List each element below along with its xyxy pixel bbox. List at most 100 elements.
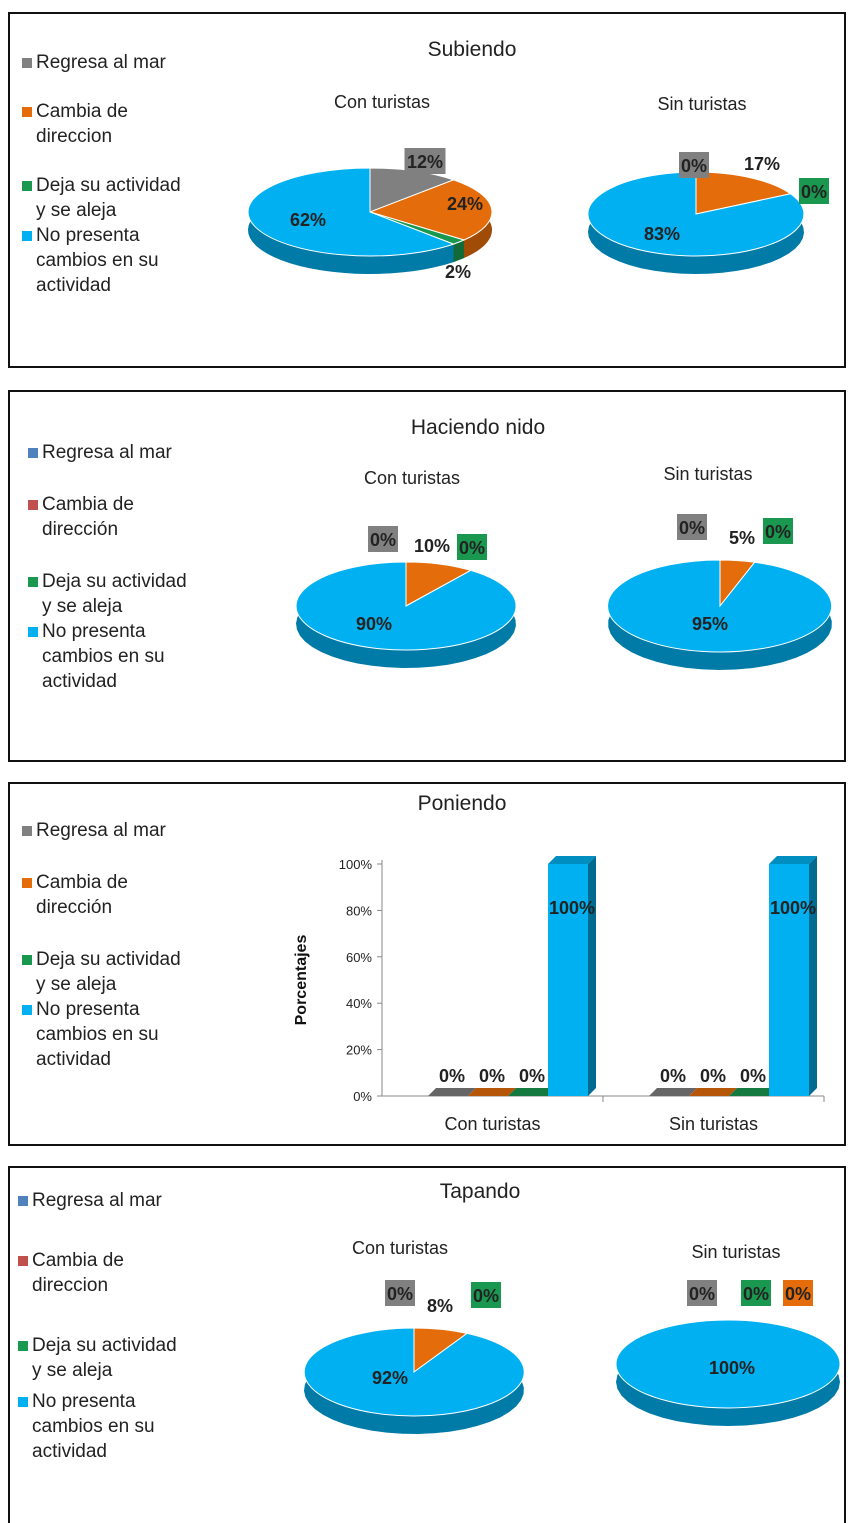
legend-label: Regresa al mar — [32, 1190, 162, 1211]
legend-item-regresa: Regresa al mar — [28, 440, 198, 465]
chart-legend: Regresa al mar Cambia de dirección Deja … — [22, 818, 192, 1072]
bar-data-label: 0% — [519, 1066, 545, 1086]
pie-title-sin-turistas: Sin turistas — [657, 94, 747, 114]
legend-item-cambia: Cambia de dirección — [28, 492, 198, 542]
legend-swatch — [22, 231, 32, 241]
legend-label: Regresa al mar — [36, 52, 166, 73]
legend-swatch — [22, 58, 32, 68]
chart-plot-area: 0% 10% 0% 90% 0% 5% 0% 95% — [295, 514, 833, 670]
pie-slice-side — [453, 240, 464, 263]
legend-label: Regresa al mar — [36, 820, 166, 841]
legend-label: No presenta cambios en su actividad — [32, 1391, 155, 1462]
pie-data-label-bg — [799, 178, 829, 204]
pie-data-label: 0% — [743, 1284, 769, 1304]
chart-panel-poniendo: Poniendo Regresa al mar Cambia de direcc… — [8, 782, 846, 1146]
bar-top — [468, 1088, 516, 1096]
pie-data-label-bg — [368, 526, 398, 552]
legend-label: Deja su actividad y se aleja — [36, 949, 181, 995]
legend-label: No presenta cambios en su actividad — [42, 621, 165, 692]
chart-panel-tapando: Tapando Con turistas Sin turistas Regres… — [8, 1166, 846, 1523]
chart-plot-area: 0% 20% 40% 60% 80% 100% Porcentajes Con turista… — [293, 856, 825, 1134]
pie-data-label: 100% — [709, 1358, 755, 1378]
legend-label: Cambia de dirección — [42, 494, 134, 540]
bar-data-label: 0% — [439, 1066, 465, 1086]
legend-item-cambia: Cambia de direccion — [22, 99, 192, 149]
x-tick-label: Sin turistas — [669, 1114, 758, 1134]
pie-data-label: 90% — [356, 614, 392, 634]
pie-data-label-bg — [783, 1280, 813, 1306]
legend-label: Deja su actividad y se aleja — [36, 175, 181, 221]
chart-plot-area: 12% 24% 2% 62% 0% 17% 0% 83% — [247, 148, 829, 282]
legend-item-regresa: Regresa al mar — [22, 50, 192, 75]
legend-item-no-presenta: No presenta cambios en su actividad — [22, 223, 192, 298]
y-axis-label: Porcentajes — [293, 935, 310, 1026]
legend-item-cambia: Cambia de dirección — [22, 870, 192, 920]
pie-data-label: 0% — [370, 530, 396, 550]
pie-data-label-bg — [687, 1280, 717, 1306]
bar-data-label: 100% — [549, 898, 595, 918]
legend-item-regresa: Regresa al mar — [22, 818, 192, 843]
pie-data-label-bg — [741, 1280, 771, 1306]
y-tick-label: 20% — [346, 1043, 372, 1058]
x-tick-label: Con turistas — [444, 1114, 540, 1134]
bar-side — [588, 856, 596, 1096]
pie-data-label: 0% — [785, 1284, 811, 1304]
chart-title: Tapando — [439, 1180, 521, 1203]
legend-item-no-presenta: No presenta cambios en su actividad — [22, 997, 192, 1072]
legend-label: Deja su actividad y se aleja — [42, 571, 187, 617]
pie-data-label: 0% — [679, 518, 705, 538]
pie-slice — [303, 1327, 525, 1417]
pie-data-label: 17% — [744, 154, 780, 174]
pie-data-label: 0% — [459, 538, 485, 558]
legend-label: No presenta cambios en su actividad — [36, 225, 159, 296]
pie-data-label: 5% — [729, 528, 755, 548]
pie-title-con-turistas: Con turistas — [363, 468, 461, 488]
bar — [769, 864, 809, 1096]
chart-plot-area: 0% 8% 0% 92% 0% 0% 0% 100% — [303, 1280, 841, 1434]
y-tick-label: 60% — [346, 950, 372, 965]
legend-item-no-presenta: No presenta cambios en su actividad — [18, 1389, 188, 1464]
legend-item-no-presenta: No presenta cambios en su actividad — [28, 619, 198, 694]
bar-top — [689, 1088, 737, 1096]
pie-data-label: 0% — [473, 1286, 499, 1306]
bar-data-label: 0% — [700, 1066, 726, 1086]
legend-item-regresa: Regresa al mar — [18, 1188, 188, 1213]
legend-swatch — [28, 577, 38, 587]
pie-data-label: 0% — [689, 1284, 715, 1304]
y-tick-label: 80% — [346, 903, 372, 918]
pie-data-label: 10% — [414, 536, 450, 556]
pie-data-label: 24% — [447, 194, 483, 214]
legend-swatch — [18, 1341, 28, 1351]
legend-item-cambia: Cambia de direccion — [18, 1248, 188, 1298]
pie-data-label-bg — [404, 148, 446, 174]
legend-swatch — [18, 1397, 28, 1407]
bar-data-label: 0% — [660, 1066, 686, 1086]
legend-swatch — [18, 1196, 28, 1206]
chart-legend: Regresa al mar Cambia de direccion Deja … — [18, 1188, 188, 1464]
pie-slice — [368, 179, 493, 241]
legend-label: Cambia de direccion — [32, 1250, 124, 1296]
chart-panel-subiendo: Subiendo Con turistas Sin turistas Regre… — [8, 12, 846, 368]
pie-slice — [295, 561, 517, 651]
bar-top — [548, 856, 596, 864]
legend-item-deja: Deja su actividad y se aleja — [22, 947, 192, 997]
legend-swatch — [28, 627, 38, 637]
legend-label: Deja su actividad y se aleja — [32, 1335, 177, 1381]
chart-title: Subiendo — [427, 38, 517, 61]
pie-data-label: 0% — [681, 156, 707, 176]
bar-data-label: 0% — [740, 1066, 766, 1086]
pie-data-label: 2% — [445, 262, 471, 282]
pie-slice-side — [248, 168, 454, 274]
bar-data-label: 100% — [770, 898, 816, 918]
chart-title: Haciendo nido — [410, 416, 546, 439]
pie-title-con-turistas: Con turistas — [333, 92, 431, 112]
chart-title: Poniendo — [417, 792, 507, 815]
legend-swatch — [22, 1005, 32, 1015]
pie-data-label: 8% — [427, 1296, 453, 1316]
pie-data-label: 62% — [290, 210, 326, 230]
pie-slice — [587, 171, 805, 257]
y-tick-label: 100% — [339, 857, 373, 872]
legend-swatch — [22, 826, 32, 836]
pie-data-label-bg — [763, 518, 793, 544]
chart-panel-haciendo-nido: Haciendo nido Con turistas Sin turistas … — [8, 390, 846, 762]
